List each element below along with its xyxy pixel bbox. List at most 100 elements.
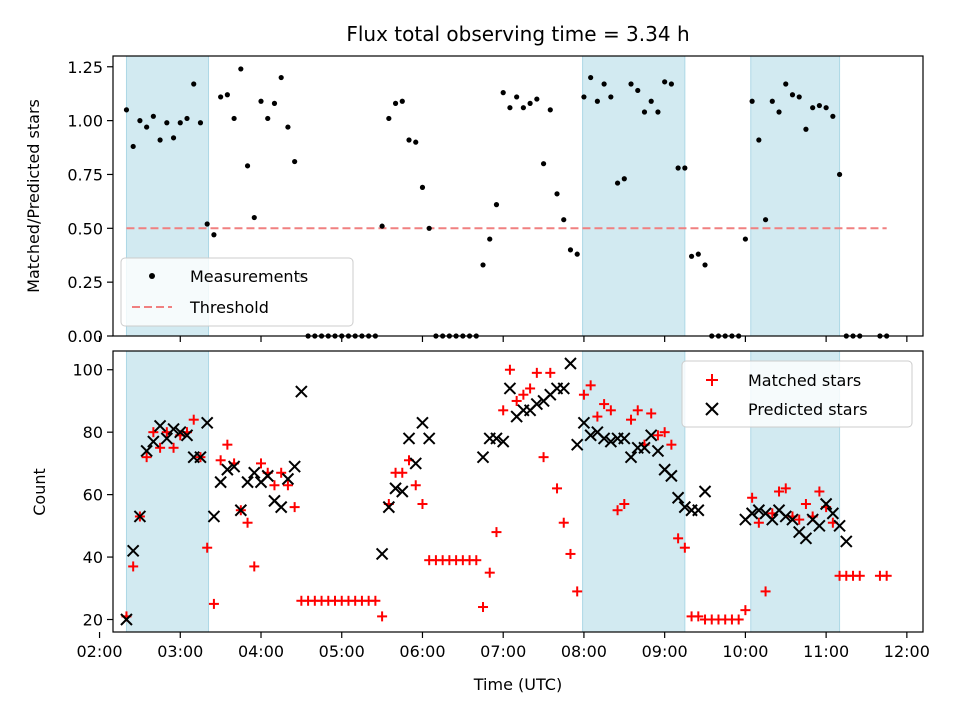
measurement-point — [836, 171, 843, 178]
bottom-y-tick-label: 40 — [83, 548, 103, 567]
measurement-point — [567, 247, 574, 253]
predicted-star-point — [584, 429, 597, 442]
predicted-star-point — [180, 429, 194, 442]
top-y-axis: 0.00 0.25 0.50 0.75 1.00 1.25 — [67, 58, 113, 346]
measurement-point — [776, 109, 782, 115]
measurement-point — [534, 96, 540, 102]
measurement-point — [830, 113, 836, 119]
bottom-legend-box — [681, 360, 913, 428]
matched-star-point — [619, 498, 630, 509]
measurement-point — [514, 94, 520, 100]
matched-star-point — [646, 408, 657, 419]
predicted-star-point — [409, 457, 422, 470]
predicted-star-point — [530, 397, 544, 411]
predicted-star-point — [604, 435, 618, 448]
predicted-star-point — [396, 485, 409, 498]
predicted-star-point — [698, 485, 712, 498]
predicted-star-point — [274, 500, 288, 514]
matched-star-point — [484, 567, 495, 578]
bottom-legend: Matched stars Predicted stars — [681, 360, 913, 428]
bottom-shaded-interval — [126, 351, 209, 632]
measurement-point — [130, 143, 136, 150]
measurement-point — [688, 253, 695, 259]
predicted-star-point — [819, 497, 833, 511]
legend-threshold-label: Threshold — [189, 298, 269, 317]
measurement-point — [648, 98, 654, 104]
measurement-point — [594, 98, 600, 104]
predicted-star-point — [665, 469, 678, 483]
measurement-point — [614, 180, 621, 186]
bottom-y-axis: 20 40 60 80 100 — [72, 361, 113, 630]
matched-star-point — [572, 586, 583, 597]
matched-star-point — [585, 380, 596, 391]
matched-star-point — [377, 611, 388, 622]
x-tick-label: 10:00 — [722, 642, 768, 661]
measurement-point — [285, 124, 291, 130]
predicted-star-point — [174, 425, 187, 439]
matched-star-point — [128, 561, 139, 572]
matched-star-point — [289, 502, 300, 513]
measurement-point — [493, 202, 500, 208]
matched-star-point — [417, 498, 428, 509]
measurement-point — [803, 126, 809, 132]
top-shaded-intervals — [125, 56, 841, 336]
matched-star-point — [498, 405, 509, 416]
legend-matched-marker — [706, 374, 718, 386]
matched-star-point — [733, 614, 744, 625]
measurement-point — [527, 100, 533, 106]
predicted-star-point — [375, 547, 389, 561]
predicted-star-point — [281, 472, 295, 486]
predicted-star-point — [490, 432, 503, 445]
predicted-star-point — [799, 532, 813, 545]
measurement-point — [641, 109, 648, 115]
top-y-axis-label: Matched/Predicted stars — [24, 99, 43, 293]
matched-star-point — [525, 383, 536, 394]
predicted-stars-series — [120, 357, 853, 626]
measurement-point — [635, 87, 641, 94]
predicted-star-point — [140, 444, 153, 458]
matched-star-point — [242, 517, 253, 528]
measurement-point — [601, 81, 607, 87]
measurements-series — [123, 66, 890, 339]
bottom-x-axis: 02:00 03:00 04:00 05:00 06:00 07:00 08:00 09:00… — [76, 632, 930, 661]
measurement-point — [265, 115, 271, 122]
top-plot-frame — [112, 55, 924, 337]
predicted-star-point — [671, 491, 685, 504]
legend-predicted-marker — [705, 402, 719, 416]
top-y-tick-label: 0.25 — [67, 273, 103, 292]
x-tick-label: 11:00 — [803, 642, 849, 661]
matched-star-point — [397, 467, 408, 478]
predicted-star-point — [644, 429, 658, 442]
predicted-star-point — [813, 519, 826, 533]
measurement-point — [668, 81, 674, 87]
measurement-point — [520, 105, 526, 111]
matched-star-point — [578, 389, 589, 400]
measurement-point — [204, 221, 210, 227]
measurement-point — [789, 92, 796, 98]
predicted-star-point — [167, 422, 180, 436]
top-y-tick-label: 0.50 — [67, 219, 103, 238]
matched-star-point — [666, 439, 677, 450]
bottom-y-tick-label: 20 — [83, 611, 103, 630]
predicted-star-point — [786, 513, 799, 526]
measurement-point — [540, 161, 547, 167]
matched-star-point — [854, 570, 865, 581]
predicted-star-point — [221, 463, 234, 476]
predicted-star-point — [638, 441, 651, 454]
matched-star-point — [478, 602, 489, 613]
matched-star-point — [747, 492, 758, 503]
matched-star-point — [155, 442, 166, 453]
bottom-y-tick-label: 100 — [72, 361, 103, 380]
matched-star-point — [760, 586, 771, 597]
predicted-star-point — [416, 416, 429, 430]
bottom-y-axis-label: Count — [30, 468, 49, 516]
measurement-point — [561, 217, 567, 223]
matched-star-point — [504, 364, 515, 375]
matched-star-point — [518, 389, 529, 400]
measurement-point — [406, 137, 412, 143]
matched-star-point — [249, 561, 260, 572]
measurement-point — [581, 94, 587, 100]
predicted-star-point — [422, 432, 436, 445]
bottom-y-tick-label: 60 — [83, 486, 103, 505]
